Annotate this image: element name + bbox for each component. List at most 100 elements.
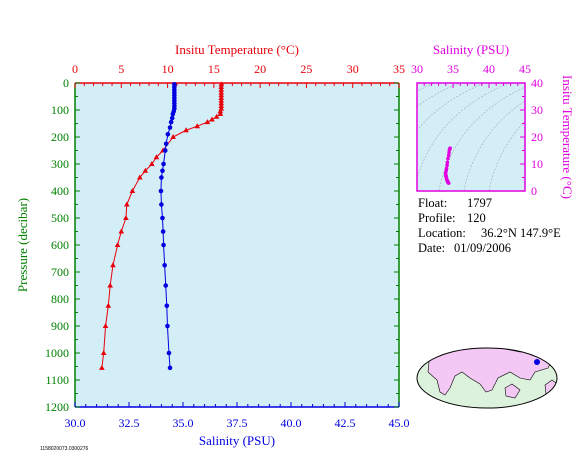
left-axis-title: Pressure (decibar) [15, 198, 30, 292]
info-location: Location: 36.2°N 147.9°E [418, 226, 561, 241]
pressure-tick-label: 500 [51, 211, 69, 225]
footnote-id: 1158020073.0300276 [40, 446, 89, 452]
salinity-point [162, 148, 168, 153]
temperature-point [218, 102, 225, 108]
ts-right-axis-title: Insitu Temperature (°C) [560, 75, 575, 199]
pressure-tick-label: 700 [51, 265, 69, 279]
temperature-point [218, 84, 225, 90]
pressure-tick-label: 400 [51, 184, 69, 198]
ts-isopycnal [417, 83, 511, 180]
pressure-tick-label: 200 [51, 130, 69, 144]
pressure-tick-label: 0 [63, 76, 69, 90]
salinity-tick-label: 40.0 [281, 416, 302, 430]
pressure-tick-label: 1200 [45, 400, 69, 414]
temperature-point [218, 100, 225, 106]
salinity-point [162, 262, 167, 268]
ts-point [445, 160, 450, 165]
temperature-point [209, 116, 215, 122]
temperature-point [218, 94, 225, 100]
salinity-point [160, 168, 165, 174]
temperature-point [194, 123, 200, 129]
date-value: 01/09/2006 [454, 241, 511, 255]
ts-salinity-tick-label: 35 [447, 62, 459, 76]
temperature-tick-label: 0 [72, 62, 78, 76]
temperature-point [107, 282, 113, 288]
date-label: Date: [418, 241, 446, 255]
bottom-axis-title: Salinity (PSU) [199, 433, 275, 448]
float-label: Float: [418, 196, 448, 210]
salinity-point [158, 188, 164, 194]
temperature-point [170, 134, 176, 139]
temperature-point [217, 108, 224, 114]
salinity-tick-label: 35.0 [173, 416, 194, 430]
temperature-tick-label: 35 [393, 62, 405, 76]
ts-point [445, 163, 449, 168]
ts-point [447, 147, 452, 152]
temperature-point [105, 302, 112, 308]
temperature-point [183, 127, 189, 133]
temperature-point [118, 228, 125, 234]
temperature-tick-label: 5 [118, 62, 124, 76]
temperature-point [213, 113, 220, 119]
salinity-tick-label: 32.5 [119, 416, 140, 430]
temperature-point [100, 350, 107, 355]
profile-plot: 0100200300400500600700800900100011001200… [15, 42, 410, 448]
pressure-tick-label: 800 [51, 292, 69, 306]
salinity-tick-label: 42.5 [335, 416, 356, 430]
temperature-tick-label: 10 [162, 62, 174, 76]
info-float: Float: 1797 [418, 196, 492, 211]
temperature-tick-label: 25 [300, 62, 312, 76]
salinity-point [170, 111, 176, 117]
salinity-point [165, 323, 170, 329]
pressure-tick-label: 1000 [45, 346, 69, 360]
float-location-marker [534, 359, 540, 365]
temperature-point [110, 262, 116, 268]
salinity-point [167, 365, 173, 371]
info-date: Date: 01/09/2006 [418, 241, 511, 256]
temperature-point [204, 119, 211, 125]
salinity-point [163, 283, 169, 288]
profile-label: Profile: [418, 211, 456, 225]
ts-isopycnal [463, 100, 525, 191]
salinity-point [160, 215, 165, 221]
pressure-tick-label: 600 [51, 238, 69, 252]
salinity-point [159, 202, 164, 207]
salinity-point [165, 132, 171, 137]
salinity-point [161, 161, 166, 167]
salinity-point [168, 119, 174, 125]
salinity-point [166, 350, 172, 356]
info-profile: Profile: 120 [418, 211, 486, 226]
temperature-point [124, 201, 130, 207]
salinity-point [160, 229, 166, 234]
float-value: 1797 [467, 196, 492, 210]
temperature-point [114, 242, 121, 247]
temperature-tick-label: 15 [208, 62, 220, 76]
temperature-point [129, 188, 136, 193]
top-axis-title: Insitu Temperature (°C) [175, 42, 299, 57]
temperature-point [218, 81, 225, 87]
salinity-point [163, 141, 169, 147]
ts-plot-area [417, 83, 525, 191]
temperature-point [99, 364, 105, 370]
ts-top-axis-title: Salinity (PSU) [433, 42, 509, 57]
salinity-point [167, 125, 173, 130]
pressure-tick-label: 900 [51, 319, 69, 333]
temperature-point [217, 111, 224, 117]
ts-temperature-tick-label: 10 [531, 157, 543, 171]
salinity-point [159, 175, 164, 180]
profile-plot-area [75, 83, 399, 407]
temperature-tick-label: 30 [347, 62, 359, 76]
pressure-tick-label: 100 [51, 103, 69, 117]
ts-temperature-tick-label: 0 [531, 184, 537, 198]
location-label: Location: [418, 226, 466, 240]
profile-value: 120 [467, 211, 486, 225]
temperature-point [218, 92, 225, 98]
temperature-point [123, 215, 129, 220]
ts-point [446, 153, 451, 158]
ts-isopycnal [438, 86, 525, 191]
salinity-point [161, 242, 166, 248]
location-map [416, 347, 558, 409]
ts-salinity-tick-label: 40 [483, 62, 495, 76]
